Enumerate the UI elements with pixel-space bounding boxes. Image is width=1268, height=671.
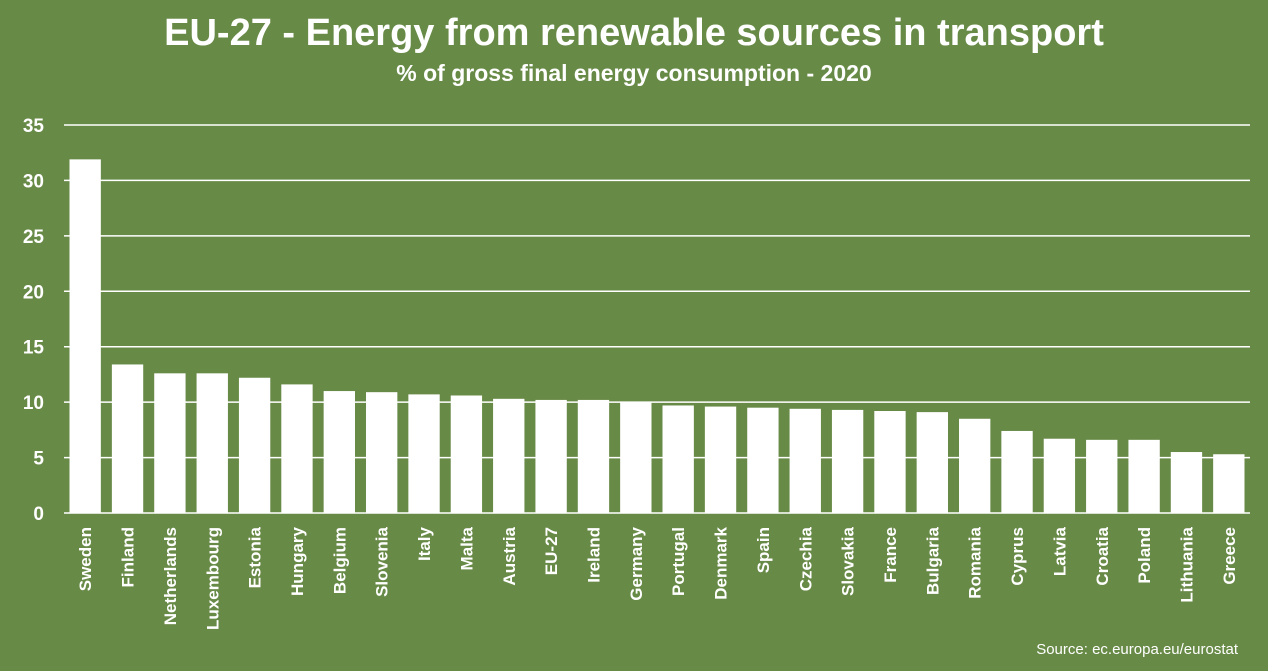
x-tick-label: Greece bbox=[1220, 527, 1239, 585]
bar bbox=[111, 364, 144, 513]
y-tick-label: 0 bbox=[33, 504, 44, 525]
bar bbox=[535, 399, 567, 513]
x-tick-label: Estonia bbox=[246, 526, 265, 588]
x-tick-label: Denmark bbox=[712, 526, 731, 599]
x-tick-label: Netherlands bbox=[161, 527, 180, 625]
x-tick-label: Slovakia bbox=[839, 526, 858, 596]
bar bbox=[662, 405, 694, 513]
bar bbox=[1213, 454, 1245, 513]
x-tick-label: Poland bbox=[1135, 527, 1154, 584]
bar bbox=[1086, 439, 1118, 513]
bar bbox=[196, 373, 228, 513]
bar bbox=[1128, 439, 1160, 513]
x-tick-label: Belgium bbox=[330, 527, 349, 594]
bar bbox=[450, 395, 483, 513]
y-tick-label: 10 bbox=[23, 393, 44, 414]
bar bbox=[323, 391, 355, 513]
y-tick-label: 15 bbox=[23, 338, 45, 359]
bar bbox=[1043, 438, 1076, 513]
x-tick-label: Italy bbox=[415, 526, 434, 561]
x-tick-label: Czechia bbox=[796, 526, 815, 591]
x-tick-label: Romania bbox=[966, 526, 985, 598]
chart-title: EU-27 - Energy from renewable sources in… bbox=[164, 12, 1104, 54]
bar bbox=[408, 394, 440, 513]
x-tick-label: Ireland bbox=[584, 527, 603, 583]
bar bbox=[238, 377, 271, 513]
bar bbox=[959, 418, 991, 513]
bar bbox=[704, 406, 737, 513]
x-tick-label: Finland bbox=[119, 527, 138, 587]
x-tick-label: France bbox=[881, 527, 900, 583]
x-axis-labels: Sweden Finland Netherlands Luxembourg Estoni… bbox=[76, 526, 1239, 629]
bar bbox=[366, 392, 398, 513]
bar bbox=[831, 409, 864, 513]
bars bbox=[69, 159, 1245, 513]
bar bbox=[747, 407, 779, 513]
y-tick-label: 20 bbox=[23, 282, 44, 303]
x-tick-label: EU-27 bbox=[542, 527, 561, 575]
bar bbox=[69, 159, 101, 513]
x-tick-label: Malta bbox=[457, 526, 476, 570]
y-tick-label: 5 bbox=[33, 449, 44, 470]
bar bbox=[789, 408, 821, 513]
bar bbox=[493, 398, 525, 513]
bar bbox=[916, 412, 948, 513]
x-tick-label: Hungary bbox=[288, 526, 307, 596]
y-tick-label: 30 bbox=[23, 171, 44, 192]
x-tick-label: Croatia bbox=[1093, 526, 1112, 585]
bar bbox=[1170, 452, 1203, 513]
bar bbox=[874, 411, 906, 513]
x-tick-label: Lithuania bbox=[1177, 526, 1196, 602]
x-tick-label: Luxembourg bbox=[203, 527, 222, 630]
x-tick-label: Latvia bbox=[1050, 526, 1069, 576]
x-tick-label: Sweden bbox=[76, 527, 95, 591]
source-note: Source: ec.europa.eu/eurostat bbox=[1036, 641, 1238, 658]
x-tick-label: Slovenia bbox=[373, 526, 392, 596]
bar bbox=[1001, 430, 1033, 513]
bar bbox=[281, 384, 313, 513]
x-tick-label: Cyprus bbox=[1008, 527, 1027, 586]
gridlines bbox=[64, 124, 1250, 514]
x-tick-label: Austria bbox=[500, 526, 519, 585]
chart-subtitle: % of gross final energy consumption - 20… bbox=[396, 60, 872, 86]
y-axis-ticks: 0 5 10 15 20 25 30 35 bbox=[23, 116, 45, 525]
bar bbox=[620, 402, 652, 513]
y-tick-label: 35 bbox=[23, 116, 45, 137]
x-tick-label: Spain bbox=[754, 527, 773, 573]
x-tick-label: Portugal bbox=[669, 527, 688, 596]
y-tick-label: 25 bbox=[23, 227, 45, 248]
x-tick-label: Bulgaria bbox=[923, 526, 942, 595]
x-tick-label: Germany bbox=[627, 526, 646, 600]
bar bbox=[154, 373, 186, 513]
bar bbox=[577, 399, 610, 513]
